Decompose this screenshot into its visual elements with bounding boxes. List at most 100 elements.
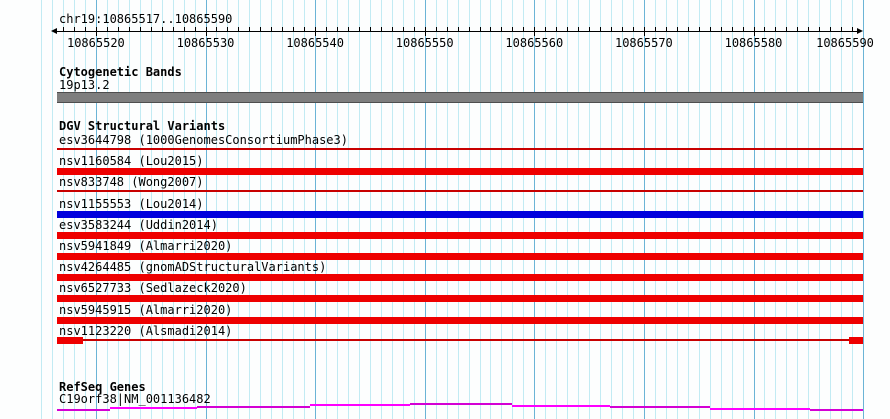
variant-label: nsv5945915 (Almarri2020) [59,302,233,317]
ruler-minor-tick [249,27,251,32]
ruler-minor-tick [512,27,514,32]
gridline [578,0,580,419]
variant-right-end-block[interactable] [849,336,863,344]
ruler-minor-tick [402,27,404,32]
variant-label: nsv1155553 (Lou2014) [59,196,204,211]
ruler-tick-label: 10865520 [66,36,125,50]
variant-left-end-block[interactable] [57,336,83,344]
gridline [709,0,711,419]
gridline [216,0,218,419]
ruler-minor-tick [720,27,722,32]
ruler-minor-tick [545,27,547,32]
ruler-minor-tick [775,27,777,32]
gridline [841,0,843,419]
gene-intron-segment[interactable] [710,407,810,410]
gridline [468,0,470,419]
gridline [775,0,777,419]
gridline [512,0,514,419]
gridline [764,0,766,419]
ruler-major-tick [643,27,645,36]
gridline [315,0,317,419]
gridline [391,0,393,419]
gridline [128,0,130,419]
gridline [84,0,86,419]
ruler-major-tick [95,27,97,36]
gridline [348,0,349,419]
ruler-minor-tick [106,27,108,32]
variant-feature[interactable] [57,295,863,303]
cytogenetic-bands-title: Cytogenetic Bands [59,65,182,79]
gene-intron-segment[interactable] [810,409,863,411]
ruler-minor-tick [161,27,163,32]
ruler-minor-tick [600,27,601,32]
gridline [106,0,108,419]
ruler-minor-tick [709,27,711,32]
gene-intron-segment[interactable] [410,403,512,405]
ruler-minor-tick [369,27,371,32]
ruler-minor-tick [117,27,119,32]
gene-label: C19orf38|NM_001136482 [59,392,211,406]
ruler-minor-tick [457,27,459,32]
variant-feature[interactable] [57,274,863,282]
gridline [238,0,240,419]
gridline [720,0,722,419]
ruler-tick-label: 10865590 [816,36,874,50]
gridline [161,0,163,419]
gridline [600,0,601,419]
ruler-minor-tick [446,27,448,32]
gridline [567,0,569,419]
variant-label: nsv6527733 (Sedlazeck2020) [59,281,247,296]
gridline [676,0,678,419]
cytoband-glyph [57,92,863,103]
gene-intron-segment[interactable] [57,408,110,411]
ruler-minor-tick [337,27,338,32]
ruler-major-tick [315,27,317,36]
variant-feature[interactable] [57,338,863,341]
ruler-minor-tick [326,27,327,32]
ruler-axis-line [57,31,857,32]
variant-feature[interactable] [57,210,863,218]
ruler-minor-tick [830,27,832,32]
ruler-minor-tick [622,27,623,32]
ruler-minor-tick [128,27,130,32]
ruler-major-tick [424,27,426,36]
gridline [753,0,755,419]
gene-intron-segment[interactable] [310,404,410,406]
variant-feature[interactable] [57,168,863,176]
gridline [556,0,558,419]
ruler-minor-tick [742,27,744,32]
gridline [150,0,152,419]
gridline [687,0,689,419]
gridline [337,0,338,419]
ruler-tick-label: 10865530 [176,36,235,50]
ruler-minor-tick [348,27,349,32]
gridline [260,0,262,419]
gene-intron-segment[interactable] [512,404,610,407]
gridline [611,0,612,419]
ruler-minor-tick [852,27,854,32]
variant-feature[interactable] [57,231,863,239]
variant-feature[interactable] [57,190,863,193]
ruler-minor-tick [611,27,612,32]
ruler-minor-tick [578,27,580,32]
gene-intron-segment[interactable] [110,407,197,409]
gridline [293,0,295,419]
gridline [41,0,43,419]
variant-feature[interactable] [57,253,863,260]
ruler-minor-tick [194,27,196,32]
gridline [139,0,141,419]
gridline [786,0,788,419]
gridline [74,0,75,419]
gene-intron-segment[interactable] [610,406,710,408]
gridline [205,0,207,419]
variant-feature[interactable] [57,148,863,150]
gridline [830,0,832,419]
ruler-minor-tick [227,27,229,32]
gridline [863,0,865,419]
ruler-minor-tick [632,27,634,32]
ruler-minor-tick [74,27,75,32]
variant-feature[interactable] [57,316,863,324]
gridline [402,0,404,419]
gene-intron-segment[interactable] [197,405,310,408]
